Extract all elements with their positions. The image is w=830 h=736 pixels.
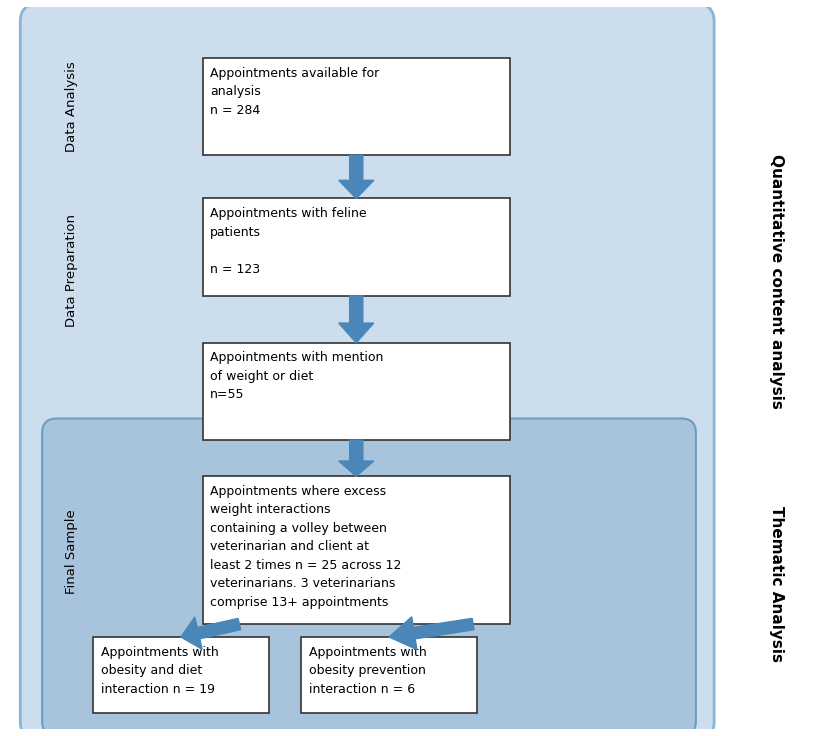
FancyBboxPatch shape <box>42 419 696 736</box>
Text: Appointments with
obesity and diet
interaction n = 19: Appointments with obesity and diet inter… <box>100 645 218 696</box>
FancyArrow shape <box>389 617 474 650</box>
FancyArrow shape <box>181 617 241 649</box>
FancyBboxPatch shape <box>93 637 269 712</box>
Text: Data Preparation: Data Preparation <box>65 214 78 327</box>
Text: Final Sample: Final Sample <box>65 509 78 594</box>
Text: Data Analysis: Data Analysis <box>65 62 78 152</box>
FancyBboxPatch shape <box>20 4 714 736</box>
Text: Appointments available for
analysis
n = 284: Appointments available for analysis n = … <box>210 66 379 116</box>
FancyBboxPatch shape <box>203 343 510 440</box>
FancyArrow shape <box>339 155 374 199</box>
Text: Appointments with
obesity prevention
interaction n = 6: Appointments with obesity prevention int… <box>309 645 427 696</box>
Text: Quantitative content analysis: Quantitative content analysis <box>769 154 784 409</box>
Text: Thematic Analysis: Thematic Analysis <box>769 506 784 662</box>
FancyBboxPatch shape <box>203 199 510 296</box>
FancyBboxPatch shape <box>203 476 510 624</box>
FancyArrow shape <box>339 296 374 343</box>
FancyBboxPatch shape <box>301 637 476 712</box>
Text: Appointments with feline
patients

n = 123: Appointments with feline patients n = 12… <box>210 207 367 276</box>
FancyArrow shape <box>339 440 374 476</box>
FancyBboxPatch shape <box>203 58 510 155</box>
Text: Appointments with mention
of weight or diet
n=55: Appointments with mention of weight or d… <box>210 351 383 401</box>
Text: Appointments where excess
weight interactions
containing a volley between
veteri: Appointments where excess weight interac… <box>210 485 402 609</box>
